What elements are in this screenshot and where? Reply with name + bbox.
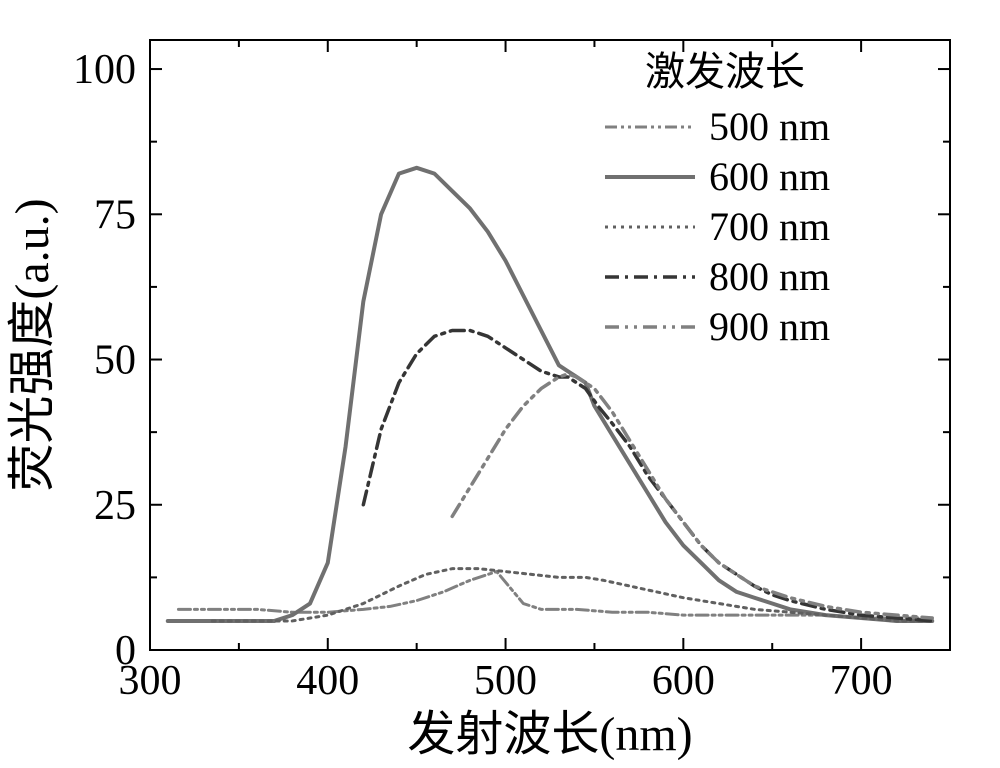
- y-tick-label: 75: [94, 192, 136, 238]
- series-line: [452, 374, 932, 618]
- x-tick-label: 500: [474, 658, 537, 704]
- y-tick-label: 100: [73, 47, 136, 93]
- legend-label: 600 nm: [709, 154, 830, 199]
- series-line: [363, 330, 932, 620]
- y-tick-label: 25: [94, 483, 136, 529]
- y-tick-label: 0: [115, 628, 136, 674]
- y-axis-label: 荧光强度(a.u.): [6, 198, 59, 491]
- x-tick-label: 600: [652, 658, 715, 704]
- fluorescence-spectrum-chart: 3004005006007000255075100发射波长(nm)荧光强度(a.…: [0, 0, 1000, 768]
- chart-svg: 3004005006007000255075100发射波长(nm)荧光强度(a.…: [0, 0, 1000, 768]
- y-tick-label: 50: [94, 338, 136, 384]
- legend-label: 500 nm: [709, 104, 830, 149]
- legend-label: 700 nm: [709, 204, 830, 249]
- x-axis-label: 发射波长(nm): [407, 708, 692, 761]
- legend-label: 900 nm: [709, 304, 830, 349]
- series-line: [178, 572, 932, 618]
- legend-label: 800 nm: [709, 254, 830, 299]
- x-tick-label: 700: [830, 658, 893, 704]
- x-tick-label: 400: [296, 658, 359, 704]
- legend-title: 激发波长: [645, 49, 805, 94]
